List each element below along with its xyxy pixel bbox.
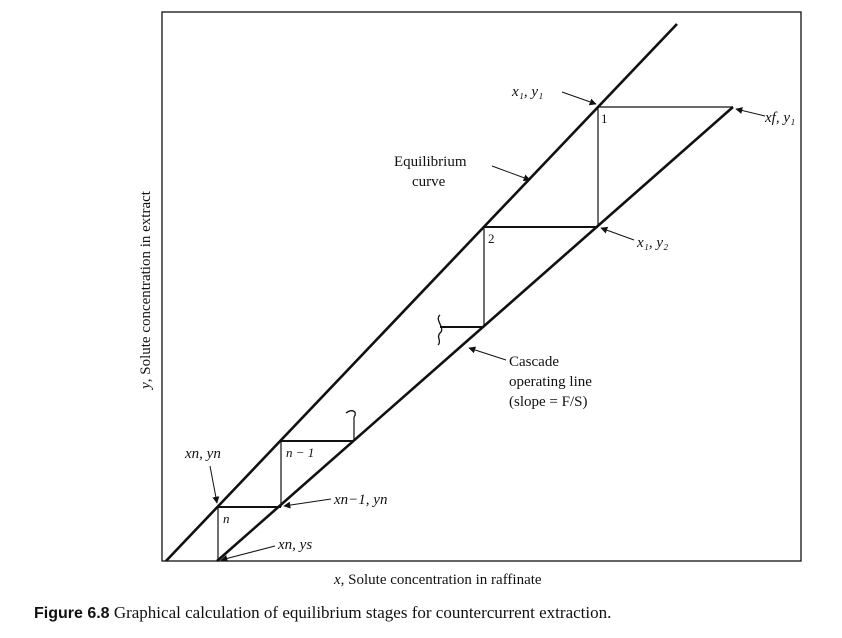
break-squiggle-upper: [437, 314, 443, 346]
arrow-x1-y1: [561, 91, 597, 106]
point-label-xn-ys: xn, ys: [277, 537, 312, 553]
x-axis-label: x, Solute concentration in raffinate: [333, 572, 542, 588]
arrow-operating: [468, 346, 507, 361]
operating-line: [216, 106, 734, 562]
diagram: 1 2 n − 1 n x₁, y₁ xf, y₁ x₁, y₂ xn, yn …: [138, 11, 802, 588]
arrow-xn-yn: [209, 465, 220, 504]
arrow-xn-1-yn: [283, 498, 332, 509]
point-label-xn-yn: xn, yn: [184, 446, 221, 462]
arrow-xf-y1: [735, 107, 766, 117]
arrow-x1-y2: [600, 226, 635, 241]
stage-label-2: 2: [488, 231, 495, 246]
caption-text: Graphical calculation of equilibrium sta…: [113, 603, 612, 622]
point-label-x1-y1: x₁, y₁: [511, 84, 543, 100]
operating-label-line1: Cascade: [509, 354, 559, 370]
stage-label-n-1: n − 1: [286, 445, 314, 460]
arrow-equilibrium: [491, 165, 531, 182]
operating-label-line2: operating line: [509, 374, 592, 390]
stage-label-1: 1: [601, 111, 608, 126]
stage-label-n: n: [223, 511, 230, 526]
operating-label-line3: (slope = F/S): [509, 394, 587, 410]
point-label-x1-y2: x₁, y₂: [636, 235, 668, 251]
figure-caption: Figure 6.8 Graphical calculation of equi…: [34, 603, 834, 623]
break-squiggle-lower: [345, 410, 356, 418]
equilibrium-label-line1: Equilibrium: [394, 154, 467, 170]
caption-label: Figure 6.8: [34, 605, 110, 622]
equilibrium-label-line2: curve: [412, 174, 446, 190]
plot-frame: [161, 11, 802, 562]
equilibrium-curve: [165, 23, 678, 562]
y-axis-label: y, Solute concentration in extract: [138, 190, 154, 391]
point-label-xn-1-yn: xn−1, yn: [333, 492, 387, 508]
point-label-xf-y1: xf, y₁: [764, 110, 795, 126]
arrow-xn-ys: [220, 545, 276, 562]
